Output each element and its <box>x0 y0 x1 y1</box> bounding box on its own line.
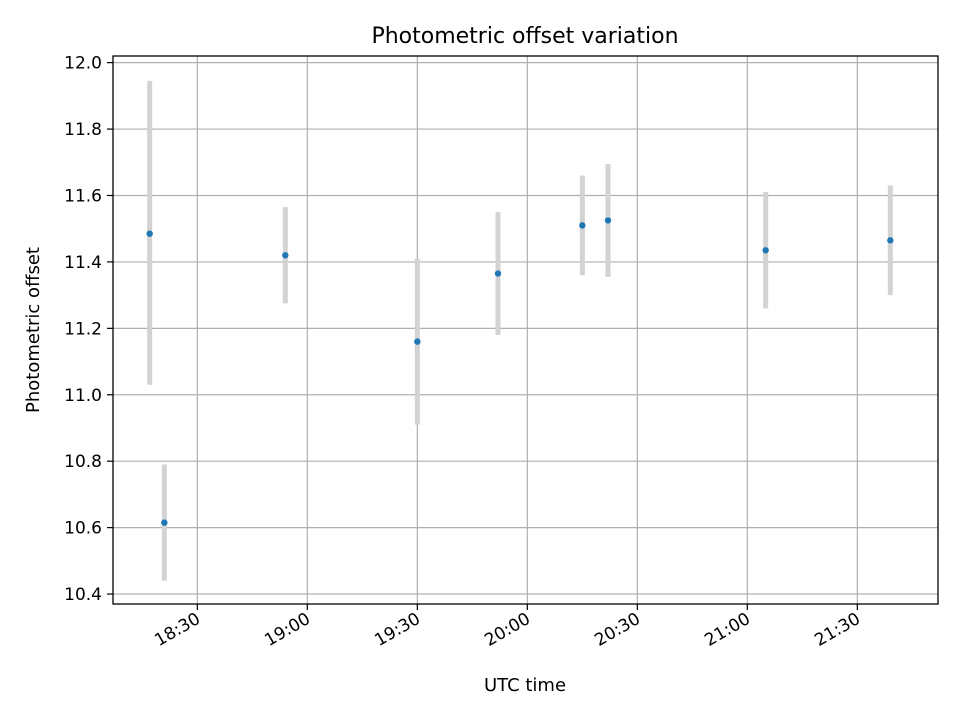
y-tick-label: 12.0 <box>64 54 102 74</box>
x-tick-label: 19:00 <box>261 609 313 651</box>
y-tick-label: 11.2 <box>64 319 102 339</box>
x-tick-label: 20:30 <box>591 609 643 651</box>
data-point <box>161 519 168 526</box>
data-point <box>146 230 153 237</box>
error-bars <box>147 80 893 581</box>
y-axis-label: Photometric offset <box>23 247 44 413</box>
chart-title: Photometric offset variation <box>371 24 678 49</box>
data-point <box>604 217 612 224</box>
x-tick-label: 21:30 <box>811 609 863 651</box>
x-tick-label: 21:00 <box>701 609 753 651</box>
y-tick-label: 11.8 <box>64 120 102 140</box>
x-tick-label: 19:30 <box>371 609 423 651</box>
data-point <box>282 252 289 259</box>
x-tick-label: 18:30 <box>151 609 203 651</box>
axes-frame <box>112 55 939 605</box>
y-tick-label: 10.6 <box>64 519 102 539</box>
data-points <box>146 217 894 526</box>
y-tick-label: 10.8 <box>64 452 102 472</box>
x-tick-label: 20:00 <box>481 609 533 651</box>
data-point <box>579 222 586 229</box>
y-tick-label: 11.4 <box>64 253 102 273</box>
ticks: 18:30 19:00 19:30 20:00 20:30 21:00 21:30 10.4 1… <box>64 54 864 651</box>
y-tick-label: 11.6 <box>64 186 102 206</box>
data-point <box>414 338 421 345</box>
y-tick-label: 11.0 <box>64 386 102 406</box>
data-point <box>887 237 894 244</box>
y-tick-label: 10.4 <box>64 585 102 605</box>
data-point <box>494 270 502 277</box>
grid <box>113 56 938 604</box>
data-point <box>762 247 769 254</box>
x-axis-label: UTC time <box>484 675 566 696</box>
